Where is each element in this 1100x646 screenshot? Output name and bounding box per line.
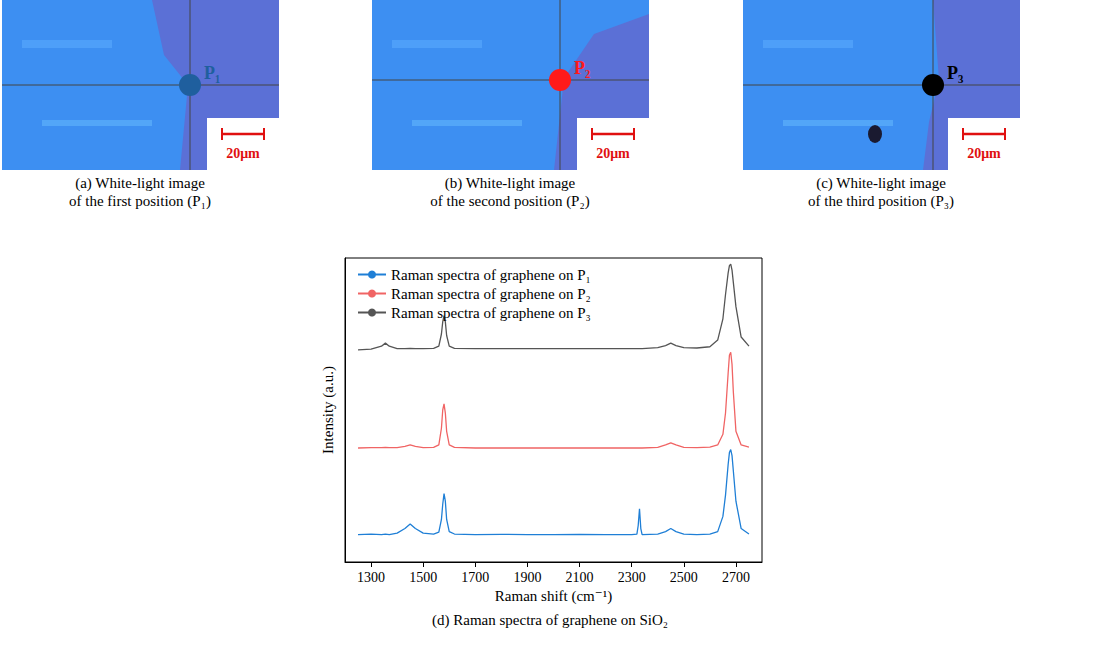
svg-text:2500: 2500 bbox=[670, 570, 698, 585]
html-text:of the second position (P₂): of the second position (P₂) bbox=[430, 193, 590, 209]
svg-text:1900: 1900 bbox=[513, 570, 541, 585]
svg-text:Intensity (a.u.): Intensity (a.u.) bbox=[320, 366, 337, 454]
html-text:of the third position (P₃): of the third position (P₃) bbox=[808, 193, 954, 209]
svg-text:Raman shift (cm⁻¹): Raman shift (cm⁻¹) bbox=[495, 588, 612, 605]
svg-text:Raman spectra of graphene on P: Raman spectra of graphene on P₃ bbox=[391, 305, 591, 321]
svg-text:P₃: P₃ bbox=[947, 63, 964, 83]
svg-text:2700: 2700 bbox=[722, 570, 750, 585]
svg-text:P₂: P₂ bbox=[574, 58, 590, 78]
html-text:(a) White-light image: (a) White-light image bbox=[75, 175, 205, 191]
svg-text:1300: 1300 bbox=[357, 570, 385, 585]
html-text:(d) Raman spectra of graphene: (d) Raman spectra of graphene on SiO₂ bbox=[432, 612, 668, 628]
svg-text:Raman spectra of graphene on P: Raman spectra of graphene on P₂ bbox=[391, 286, 591, 302]
svg-text:20μm: 20μm bbox=[596, 146, 630, 161]
html-text:(b) White-light image: (b) White-light image bbox=[444, 175, 576, 191]
svg-text:20μm: 20μm bbox=[226, 146, 260, 161]
html-text:of the first position (P₁): of the first position (P₁) bbox=[69, 193, 211, 209]
svg-text:1700: 1700 bbox=[461, 570, 489, 585]
svg-text:P₁: P₁ bbox=[204, 63, 220, 83]
svg-text:1500: 1500 bbox=[409, 570, 437, 585]
html-text:(c) White-light image: (c) White-light image bbox=[816, 175, 946, 191]
svg-text:2300: 2300 bbox=[618, 570, 646, 585]
svg-text:20μm: 20μm bbox=[967, 146, 1001, 161]
svg-text:2100: 2100 bbox=[566, 570, 594, 585]
svg-text:Raman spectra of graphene on P: Raman spectra of graphene on P₁ bbox=[391, 267, 591, 283]
